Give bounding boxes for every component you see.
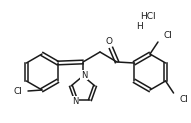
Text: H: H xyxy=(137,22,143,31)
Text: HCl: HCl xyxy=(140,12,156,21)
Text: N: N xyxy=(81,70,87,79)
Text: Cl: Cl xyxy=(14,87,22,97)
Text: Cl: Cl xyxy=(180,95,189,105)
Text: N: N xyxy=(72,97,78,106)
Text: Cl: Cl xyxy=(164,31,173,39)
Text: O: O xyxy=(105,37,112,46)
